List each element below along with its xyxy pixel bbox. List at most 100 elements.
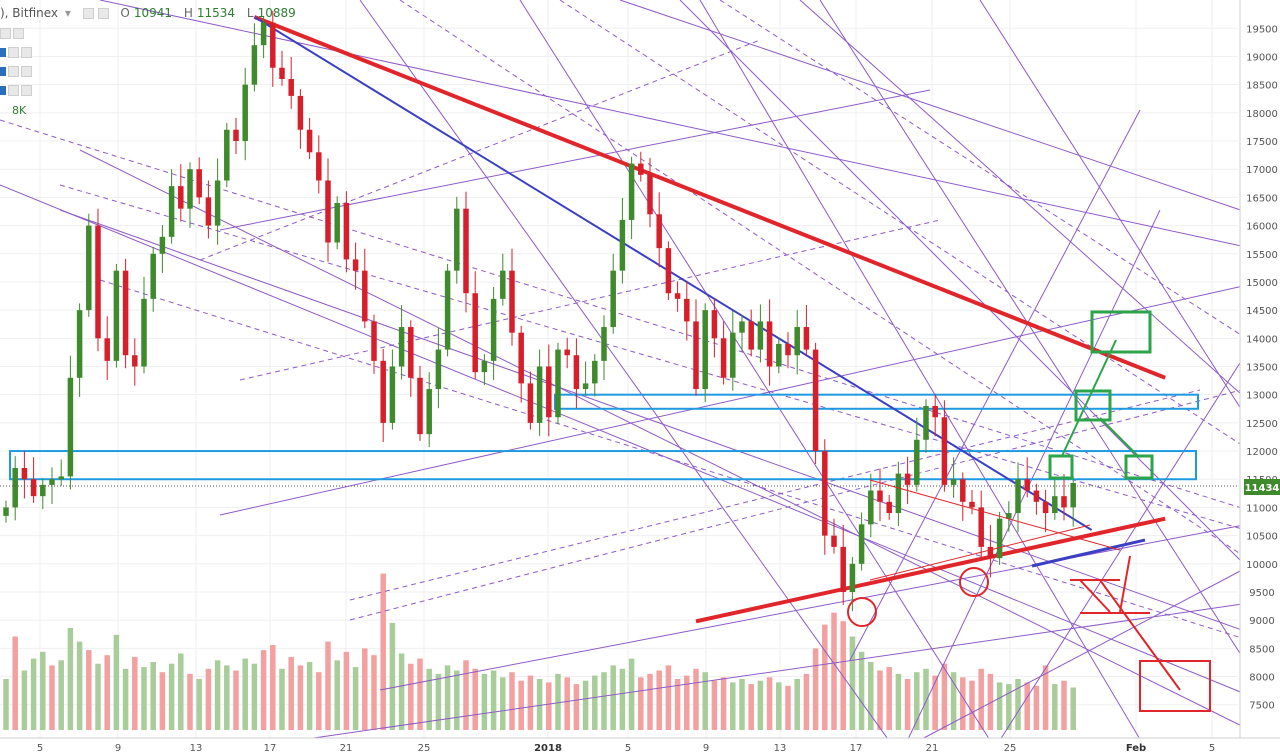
volume-bar — [720, 677, 727, 730]
volume-bar — [592, 675, 598, 730]
candle — [1042, 501, 1049, 514]
candle — [803, 327, 810, 350]
close-icon[interactable] — [21, 47, 32, 58]
candle — [702, 310, 708, 390]
settings-icon[interactable] — [8, 47, 19, 58]
target-box[interactable] — [1048, 454, 1074, 480]
volume-bar — [21, 670, 28, 730]
volume-bar — [628, 658, 635, 730]
x-tick-label: 5 — [37, 743, 43, 754]
blue-resistance-line[interactable] — [253, 16, 1093, 531]
candle — [279, 67, 285, 80]
settings-icon[interactable] — [8, 85, 19, 96]
y-tick-label: 14000 — [1246, 334, 1278, 345]
low-value: 10889 — [257, 6, 296, 20]
candle — [674, 293, 681, 299]
volume-bar — [316, 672, 322, 730]
dashed-trend-line — [239, 219, 941, 381]
volume-bar — [638, 677, 644, 730]
candle — [196, 169, 202, 198]
volume-bar — [674, 679, 681, 730]
candle — [960, 479, 966, 502]
candles — [3, 10, 1076, 612]
volume-bar — [693, 668, 699, 730]
pivot-circle[interactable] — [847, 597, 877, 627]
close-icon[interactable] — [21, 85, 32, 96]
candle — [316, 152, 322, 181]
open-label: O — [120, 6, 130, 20]
candle — [638, 163, 644, 175]
candle — [932, 405, 938, 418]
close-icon[interactable] — [13, 28, 24, 39]
x-tick-label: 13 — [774, 743, 787, 754]
eye-icon[interactable] — [82, 8, 94, 19]
candle — [619, 219, 626, 271]
candle — [628, 163, 635, 220]
x-tick-label: Feb — [1126, 743, 1146, 754]
header-toggle-icons[interactable] — [82, 6, 113, 20]
y-tick-label: 12500 — [1246, 419, 1278, 430]
trend-line — [619, 0, 1271, 221]
dashed-trend-line — [559, 0, 1280, 471]
volume-bar — [500, 677, 506, 730]
thin-red-line — [869, 479, 1121, 551]
trend-line — [359, 0, 901, 756]
settings-icon[interactable] — [8, 66, 19, 77]
volume-bar — [380, 573, 386, 730]
volume-bar — [573, 684, 580, 730]
red-support-line[interactable] — [695, 516, 1166, 624]
volume-bar — [803, 673, 810, 730]
dashed-trend-line — [719, 0, 1280, 361]
y-tick-label: 10500 — [1246, 532, 1278, 543]
y-tick-label: 13000 — [1246, 391, 1278, 402]
volume-bar — [518, 680, 524, 730]
trend-line — [219, 279, 1271, 516]
settings-icon[interactable] — [97, 8, 109, 19]
y-tick-label: 17500 — [1246, 137, 1278, 148]
indicator-row-4[interactable] — [0, 85, 34, 97]
pivot-circle[interactable] — [959, 567, 989, 597]
caret-down-icon[interactable]: ▾ — [64, 6, 71, 20]
visibility-icon[interactable] — [0, 48, 6, 57]
symbol-title[interactable]: ), Bitfinex — [0, 6, 59, 20]
indicator-row-1[interactable] — [0, 28, 26, 40]
y-tick-label: 19000 — [1246, 52, 1278, 63]
candle — [582, 383, 589, 390]
candle — [178, 186, 184, 209]
indicator-row-3[interactable] — [0, 66, 34, 78]
volume-bar — [371, 655, 377, 730]
last-price-value: 11434 — [1245, 483, 1280, 494]
volume-bar — [58, 660, 64, 730]
y-tick-label: 8500 — [1249, 644, 1274, 655]
y-tick-label: 16500 — [1246, 193, 1278, 204]
close-icon[interactable] — [21, 66, 32, 77]
volume-bar — [408, 663, 414, 730]
y-tick-label: 15500 — [1246, 250, 1278, 261]
target-box[interactable] — [1124, 454, 1154, 480]
candle — [104, 338, 110, 361]
red-resistance-line[interactable] — [253, 15, 1166, 380]
visibility-icon[interactable] — [0, 86, 6, 95]
target-box[interactable] — [1139, 660, 1211, 712]
candle — [251, 45, 258, 85]
candle — [555, 349, 561, 418]
target-box[interactable] — [1090, 310, 1152, 354]
candle — [730, 332, 736, 378]
indicator-row-2[interactable] — [0, 47, 34, 59]
volume-bar — [49, 665, 55, 730]
visibility-icon[interactable] — [0, 67, 6, 76]
volume-bar — [435, 673, 442, 730]
volume-bar — [702, 672, 708, 730]
support-zone[interactable] — [9, 450, 1197, 481]
candle — [987, 546, 994, 559]
settings-icon[interactable] — [0, 28, 11, 39]
volume-bar — [665, 665, 672, 730]
volume-bar — [141, 667, 147, 730]
candle — [288, 79, 294, 96]
support-zone[interactable] — [554, 393, 1199, 410]
volume-bar — [840, 621, 846, 730]
candle — [895, 473, 902, 514]
candle — [546, 366, 552, 418]
